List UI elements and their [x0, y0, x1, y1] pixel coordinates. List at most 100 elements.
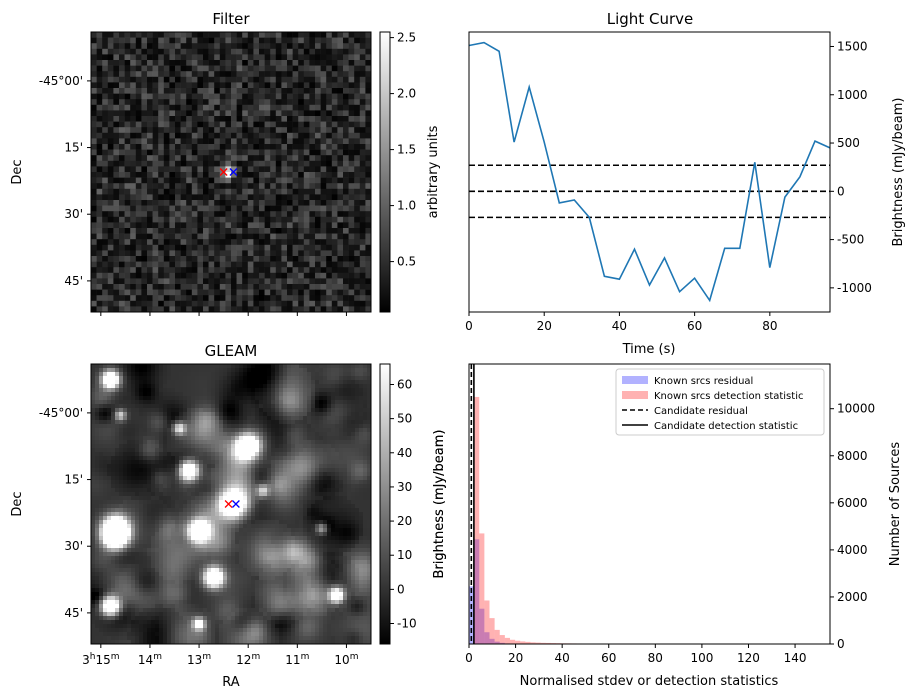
- filter-pixel: [253, 306, 260, 313]
- gleam-pixel: [91, 416, 96, 421]
- gleam-pixel: [255, 424, 260, 429]
- filter-pixel: [264, 250, 271, 257]
- filter-pixel: [343, 194, 349, 201]
- gleam-pixel: [303, 408, 308, 413]
- filter-pixel: [354, 222, 361, 229]
- gleam-pixel: [227, 456, 232, 461]
- filter-pixel: [175, 54, 181, 61]
- gleam-pixel: [211, 408, 216, 413]
- gleam-pixel: [363, 424, 368, 429]
- gleam-pixel: [339, 404, 344, 409]
- filter-pixel: [359, 239, 366, 246]
- gleam-pixel: [279, 472, 284, 477]
- filter-pixel: [91, 110, 97, 117]
- gleam-pixel: [139, 444, 144, 449]
- filter-pixel: [180, 228, 187, 234]
- gleam-pixel: [243, 448, 248, 453]
- gleam-pixel: [355, 372, 360, 377]
- filter-pixel: [96, 132, 103, 139]
- gleam-pixel: [211, 392, 216, 397]
- gleam-pixel: [339, 428, 344, 433]
- gleam-pixel: [335, 452, 340, 457]
- gleam-pixel: [311, 460, 316, 465]
- filter-pixel: [287, 116, 293, 122]
- filter-pixel: [303, 300, 310, 307]
- filter-pixel: [236, 172, 243, 178]
- filter-pixel: [158, 127, 165, 134]
- filter-pixel: [320, 250, 327, 257]
- filter-pixel: [175, 183, 181, 190]
- filter-pixel: [169, 172, 176, 178]
- filter-pixel: [298, 116, 305, 122]
- gleam-pixel: [291, 496, 296, 501]
- filter-pixel: [197, 267, 204, 274]
- gleam-pixel: [255, 456, 260, 461]
- filter-pixel: [315, 284, 321, 290]
- filter-pixel: [135, 222, 142, 229]
- gleam-pixel: [283, 424, 288, 429]
- gleam-pixel: [215, 416, 220, 421]
- gleam-pixel: [103, 472, 108, 477]
- filter-pixel: [135, 194, 142, 201]
- filter-pixel: [326, 306, 333, 313]
- filter-pixel: [287, 172, 293, 178]
- gleam-pixel: [315, 368, 320, 373]
- filter-pixel: [169, 278, 176, 285]
- gleam-pixel: [103, 436, 108, 441]
- gleam-pixel: [191, 464, 196, 469]
- gleam-pixel: [179, 376, 184, 381]
- gleam-pixel: [139, 408, 144, 413]
- gleam-pixel: [187, 420, 192, 425]
- filter-pixel: [270, 160, 277, 167]
- filter-pixel: [275, 48, 282, 55]
- filter-pixel: [203, 155, 209, 162]
- gleam-pixel: [295, 468, 300, 473]
- filter-pixel: [259, 239, 265, 246]
- gleam-pixel: [323, 496, 328, 501]
- filter-pixel: [197, 194, 204, 201]
- filter-pixel: [298, 295, 305, 302]
- gleam-pixel: [367, 488, 372, 493]
- gleam-pixel: [251, 364, 256, 369]
- filter-pixel: [107, 306, 114, 313]
- gleam-pixel: [103, 384, 108, 389]
- gleam-pixel: [227, 412, 232, 417]
- filter-pixel: [354, 116, 361, 122]
- gleam-pixel: [199, 384, 204, 389]
- gleam-pixel: [327, 440, 332, 445]
- gleam-pixel: [335, 400, 340, 405]
- filter-pixel: [96, 177, 103, 184]
- gleam-pixel: [107, 420, 112, 425]
- gleam-pixel: [311, 404, 316, 409]
- gleam-pixel: [347, 436, 352, 441]
- gleam-pixel: [319, 400, 324, 405]
- filter-pixel: [219, 295, 226, 302]
- gleam-pixel: [123, 440, 128, 445]
- filter-pixel: [281, 250, 288, 257]
- filter-pixel: [214, 121, 221, 128]
- filter-pixel: [219, 166, 226, 173]
- filter-pixel: [292, 177, 299, 184]
- filter-pixel: [315, 239, 321, 246]
- gleam-pixel: [243, 408, 248, 413]
- filter-pixel: [365, 76, 372, 83]
- filter-pixel: [236, 278, 243, 285]
- gleam-pixel: [179, 396, 184, 401]
- gleam-pixel: [103, 396, 108, 401]
- filter-pixel: [158, 132, 165, 139]
- gleam-pixel: [115, 404, 120, 409]
- gleam-pixel: [151, 404, 156, 409]
- gleam-pixel: [103, 392, 108, 397]
- gleam-pixel: [175, 440, 180, 445]
- gleam-pixel: [291, 444, 296, 449]
- filter-pixel: [281, 256, 288, 262]
- gleam-pixel: [151, 424, 156, 429]
- gleam-pixel: [215, 396, 220, 401]
- filter-pixel: [225, 121, 232, 128]
- filter-pixel: [281, 306, 288, 313]
- filter-pixel: [191, 211, 198, 218]
- filter-pixel: [158, 233, 165, 240]
- gleam-pixel: [271, 404, 276, 409]
- gleam-pixel: [155, 420, 160, 425]
- gleam-pixel: [243, 372, 248, 377]
